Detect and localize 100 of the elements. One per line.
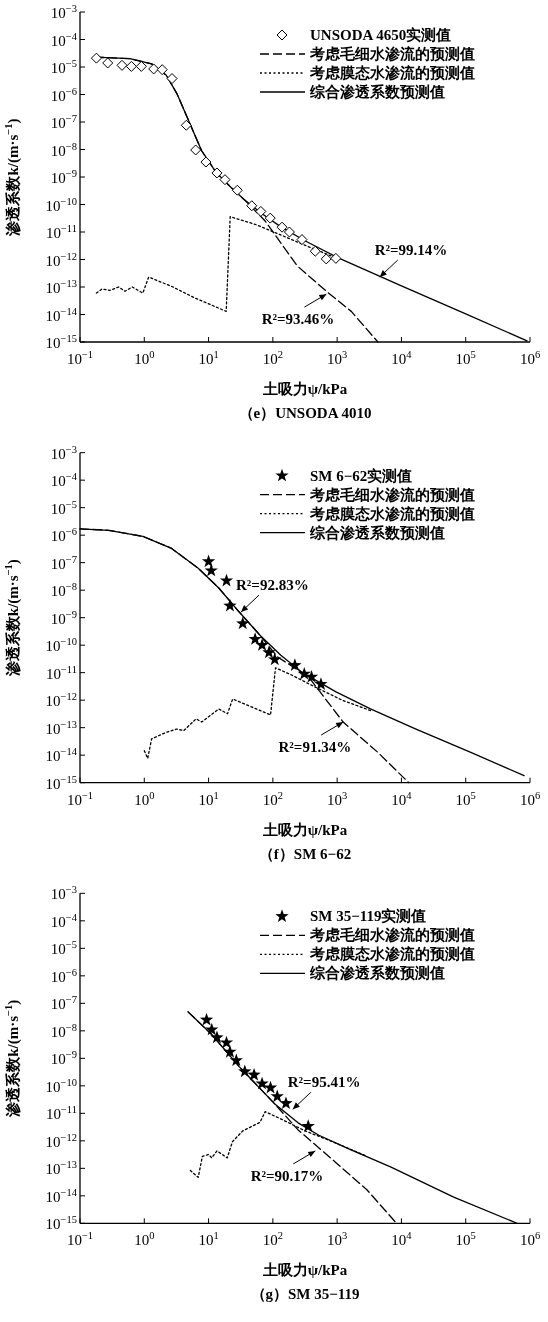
x-tick-label: 10$^{3}$ — [327, 349, 348, 367]
y-tick-label: 10$^{−6}$ — [50, 526, 77, 545]
annotation: R²=93.46% — [261, 311, 335, 328]
y-tick-label: 10$^{−9}$ — [50, 608, 77, 627]
y-tick-label: 10$^{−5}$ — [50, 939, 77, 958]
y-tick-label: 10$^{−13}$ — [45, 278, 77, 296]
point — [125, 60, 137, 72]
y-tick-label: 10$^{−15}$ — [45, 773, 77, 792]
point — [231, 184, 243, 196]
point — [180, 119, 192, 131]
legend-label: 考虑毛细水渗流的预测值 — [309, 45, 475, 62]
point — [279, 1096, 293, 1110]
legend-label: SM 35−119实测值 — [310, 907, 427, 925]
y-tick-label: 10$^{−6}$ — [50, 966, 77, 985]
y-tick-label: 10$^{−9}$ — [50, 168, 77, 186]
x-tick-label: 10$^{4}$ — [391, 349, 413, 367]
y-tick-label: 10$^{−10}$ — [45, 195, 77, 214]
x-tick-label: 10$^{5}$ — [455, 349, 476, 367]
y-tick-label: 10$^{−5}$ — [50, 58, 77, 76]
text: （f）SM 6−62 — [258, 845, 352, 862]
y-tick-label: 10$^{−7}$ — [50, 994, 77, 1013]
legend-label: UNSODA 4650实测值 — [310, 26, 452, 43]
y-tick-label: 10$^{−13}$ — [45, 718, 77, 737]
x-tick-label: 10$^{6}$ — [519, 789, 541, 808]
point — [90, 52, 102, 64]
y-tick-label: 10$^{−4}$ — [50, 911, 78, 930]
y-tick-label: 10$^{−4}$ — [50, 471, 78, 490]
y-tick-label: 10$^{−9}$ — [50, 1049, 77, 1068]
point — [309, 245, 321, 257]
point — [135, 60, 147, 72]
y-tick-label: 10$^{−14}$ — [45, 1186, 78, 1205]
point — [210, 1030, 224, 1044]
point — [255, 205, 267, 217]
point — [205, 1022, 219, 1036]
text: （e）UNSODA 4010 — [238, 405, 372, 421]
x-tick-label: 10$^{4}$ — [391, 1230, 413, 1249]
legend-label: 考虑膜态水渗流的预测值 — [309, 945, 475, 963]
y-tick-label: 10$^{−7}$ — [50, 553, 77, 572]
x-tick-label: 10$^{−1}$ — [66, 1230, 94, 1249]
x-tick-label: 10$^{2}$ — [262, 789, 283, 808]
y-tick-label: 10$^{−12}$ — [45, 250, 77, 269]
x-tick-label: 10$^{1}$ — [198, 349, 219, 367]
point — [296, 234, 308, 246]
x-tick-label: 10$^{4}$ — [391, 789, 413, 808]
y-tick-label: 10$^{−10}$ — [45, 636, 77, 655]
legend-label: 考虑膜态水渗流的预测值 — [309, 504, 475, 522]
x-tick-label: 10$^{3}$ — [327, 1230, 348, 1249]
annotation: R²=95.41% — [287, 1074, 361, 1091]
point — [276, 221, 288, 233]
y-tick-label: 10$^{−13}$ — [45, 1159, 77, 1178]
x-tick-label: 10$^{2}$ — [262, 1230, 283, 1249]
legend-label: 考虑膜态水渗流的预测值 — [309, 64, 475, 81]
y-tick-label: 10$^{−11}$ — [45, 223, 77, 241]
y-tick-label: 10$^{−3}$ — [50, 3, 77, 21]
point — [270, 1089, 284, 1103]
y-tick-label: 10$^{−3}$ — [50, 884, 77, 903]
y-tick-label: 10$^{−11}$ — [45, 1104, 77, 1123]
annotation: R²=91.34% — [278, 739, 352, 756]
point — [219, 1035, 234, 1049]
x-tick-label: 10$^{1}$ — [198, 789, 219, 808]
x-tick-label: 10$^{2}$ — [262, 349, 283, 367]
y-tick-label: 10$^{−4}$ — [50, 30, 78, 49]
y-tick-label: 10$^{−10}$ — [45, 1076, 77, 1095]
x-tick-label: 10$^{3}$ — [327, 789, 348, 808]
x-tick-label: 10$^{−1}$ — [66, 789, 94, 808]
y-tick-label: 10$^{−15}$ — [45, 333, 77, 351]
y-tick-label: 10$^{−8}$ — [50, 581, 77, 600]
legend-label: 综合渗透系数预测值 — [309, 965, 445, 982]
x-tick-label: 10$^{5}$ — [455, 1230, 476, 1249]
point — [166, 73, 178, 85]
x-tick-label: 10$^{5}$ — [455, 789, 476, 808]
point — [190, 144, 202, 156]
point — [263, 1080, 278, 1094]
text: （g）SM 35−119 — [250, 1286, 360, 1303]
point — [255, 1076, 269, 1090]
x-tick-label: 10$^{1}$ — [198, 1230, 219, 1249]
y-tick-label: 10$^{−8}$ — [50, 1021, 77, 1040]
y-tick-label: 10$^{−6}$ — [50, 85, 77, 104]
y-tick-label: 10$^{−3}$ — [50, 443, 77, 462]
annotation: R²=99.14% — [374, 242, 448, 259]
point — [102, 57, 114, 69]
x-tick-label: 10$^{6}$ — [519, 349, 541, 367]
x-axis-title: 土吸力ψ/kPa — [261, 381, 348, 397]
legend-label: 考虑毛细水渗流的预测值 — [309, 485, 475, 503]
y-tick-label: 10$^{−5}$ — [50, 498, 77, 517]
point — [156, 64, 168, 76]
point — [200, 156, 212, 168]
point — [247, 1067, 261, 1081]
point — [320, 253, 332, 265]
y-tick-label: 10$^{−12}$ — [45, 691, 77, 710]
point — [264, 212, 276, 224]
y-tick-label: 10$^{−7}$ — [50, 113, 77, 131]
y-tick-label: 10$^{−15}$ — [45, 1214, 77, 1233]
x-axis-title: 土吸力ψ/kPa — [261, 821, 348, 838]
y-tick-label: 10$^{−14}$ — [45, 305, 78, 324]
y-tick-label: 10$^{−11}$ — [45, 663, 77, 682]
x-axis-title: 土吸力ψ/kPa — [261, 1262, 348, 1279]
legend-label: 综合渗透系数预测值 — [309, 84, 445, 100]
annotation: R²=90.17% — [250, 1167, 324, 1184]
y-tick-label: 10$^{−12}$ — [45, 1131, 77, 1150]
